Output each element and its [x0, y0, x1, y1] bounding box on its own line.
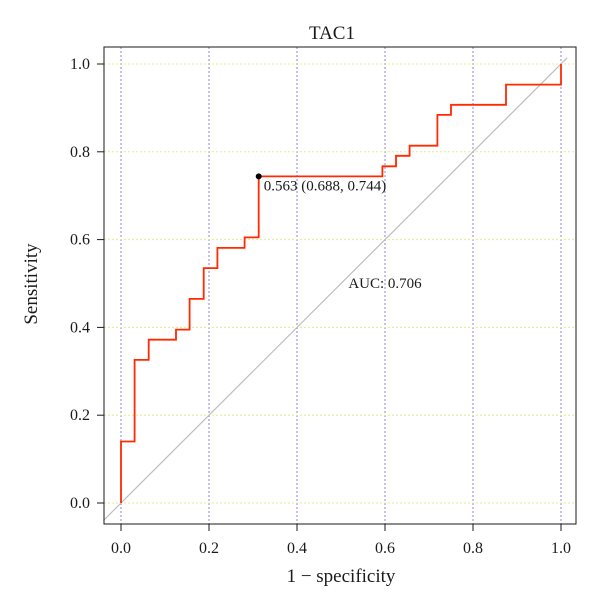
x-tick-label: 1.0: [551, 540, 571, 557]
y-tick-label: 0.4: [70, 319, 90, 336]
x-tick-label: 0.2: [199, 540, 219, 557]
y-tick-label: 1.0: [70, 56, 90, 73]
y-tick-label: 0.6: [70, 232, 90, 249]
auc-label: AUC: 0.706: [348, 276, 422, 292]
x-axis-ticks: 0.0 0.2 0.4 0.6 0.8 1.0: [111, 524, 571, 557]
chart-title: TAC1: [309, 23, 355, 44]
x-tick-label: 0.4: [287, 540, 307, 557]
plot-frame: [103, 46, 577, 525]
x-tick-label: 0.0: [111, 540, 131, 557]
x-axis-label: 1 − specificity: [287, 566, 396, 587]
x-tick-label: 0.6: [375, 540, 395, 557]
roc-curve: [120, 64, 562, 503]
y-tick-label: 0.0: [70, 495, 90, 512]
y-axis-ticks: 0.0 0.2 0.4 0.6 0.8 1.0: [70, 56, 104, 512]
threshold-point: [255, 173, 262, 180]
x-tick-label: 0.8: [463, 540, 483, 557]
reference-diagonal: [102, 57, 568, 521]
threshold-label: 0.563 (0.688, 0.744): [264, 178, 387, 194]
y-axis-label: Sensitivity: [21, 243, 42, 325]
y-tick-label: 0.8: [70, 144, 90, 161]
grid-lines: [104, 47, 576, 524]
y-tick-label: 0.2: [70, 407, 90, 424]
